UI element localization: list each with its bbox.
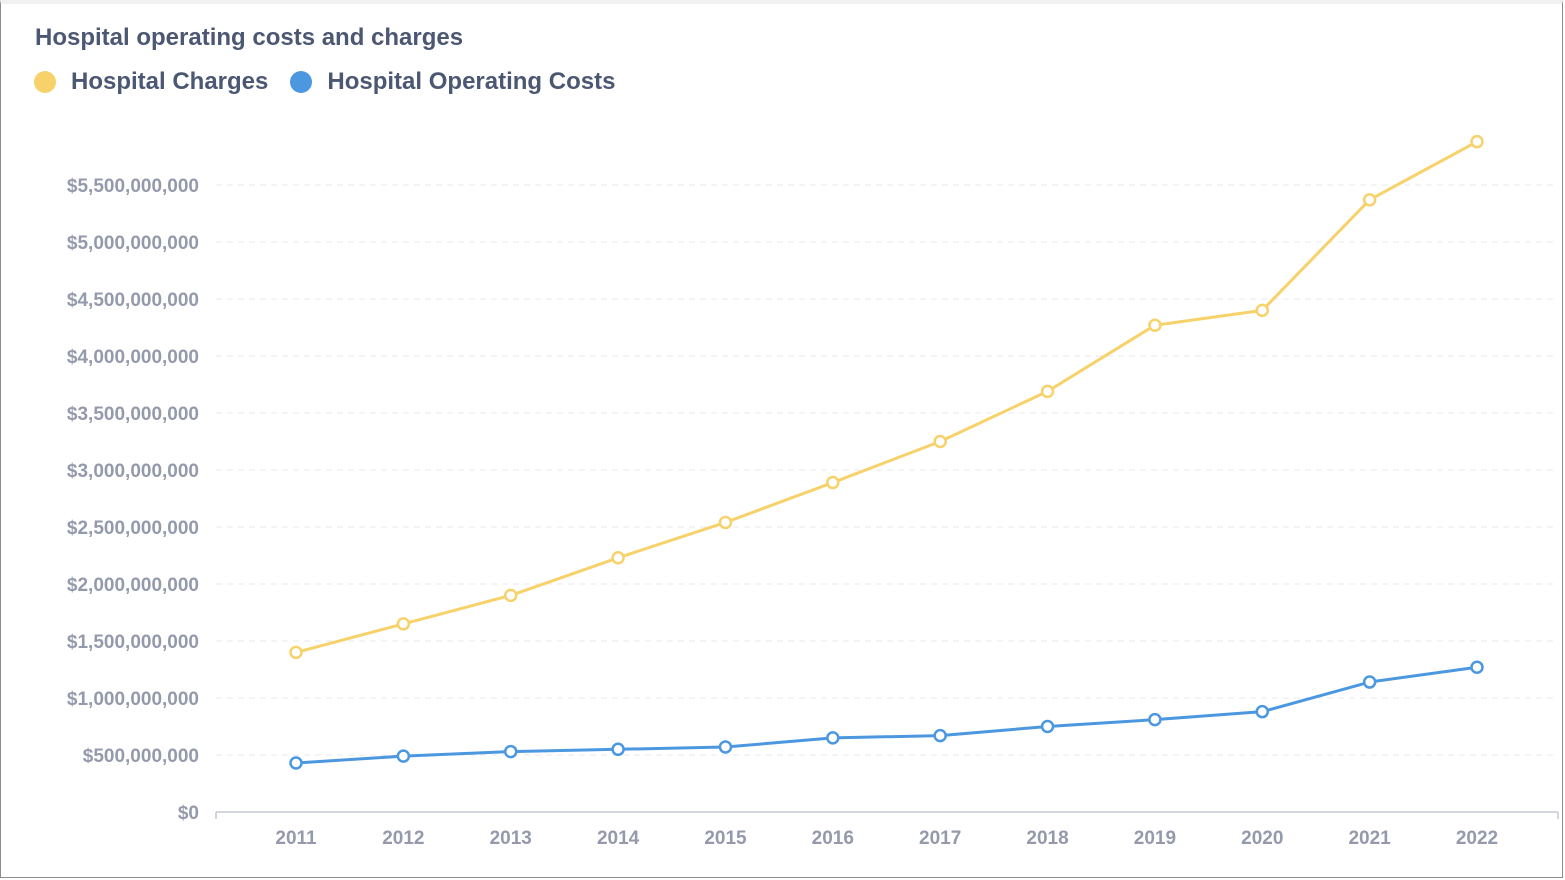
- data-point-hospital-charges: [827, 477, 838, 488]
- x-tick-label: 2015: [704, 828, 747, 849]
- data-point-hospital-operating-costs: [398, 751, 409, 762]
- data-point-hospital-charges: [935, 436, 946, 447]
- x-tick-label: 2020: [1241, 828, 1283, 849]
- data-point-hospital-operating-costs: [1042, 721, 1053, 732]
- data-point-hospital-charges: [720, 517, 731, 528]
- y-tick-label: $3,500,000,000: [67, 404, 199, 425]
- y-tick-label: $4,000,000,000: [67, 347, 199, 368]
- y-tick-label: $1,000,000,000: [67, 689, 199, 710]
- data-point-hospital-charges: [1257, 305, 1268, 316]
- data-point-hospital-charges: [291, 647, 302, 658]
- x-tick-label: 2018: [1026, 828, 1068, 849]
- data-point-hospital-operating-costs: [827, 732, 838, 743]
- y-tick-label: $2,500,000,000: [67, 518, 199, 539]
- x-tick-label: 2017: [919, 828, 961, 849]
- data-point-hospital-charges: [1042, 386, 1053, 397]
- series-line-hospital-operating-costs: [296, 667, 1477, 763]
- data-point-hospital-operating-costs: [1149, 714, 1160, 725]
- y-tick-label: $2,000,000,000: [67, 575, 199, 596]
- data-point-hospital-operating-costs: [1364, 677, 1375, 688]
- data-point-hospital-charges: [1364, 194, 1375, 205]
- series-line-hospital-charges: [296, 142, 1477, 653]
- y-tick-label: $1,500,000,000: [67, 632, 199, 653]
- y-tick-label: $4,500,000,000: [67, 290, 199, 311]
- y-tick-label: $0: [178, 803, 199, 824]
- x-tick-label: 2013: [490, 828, 532, 849]
- x-tick-label: 2012: [382, 828, 424, 849]
- y-tick-label: $5,000,000,000: [67, 233, 199, 254]
- x-tick-label: 2011: [275, 828, 317, 849]
- data-point-hospital-charges: [505, 590, 516, 601]
- data-point-hospital-operating-costs: [1472, 662, 1483, 673]
- data-point-hospital-operating-costs: [505, 746, 516, 757]
- x-tick-label: 2021: [1348, 828, 1391, 849]
- y-tick-label: $500,000,000: [83, 746, 199, 767]
- x-tick-label: 2016: [812, 828, 854, 849]
- data-point-hospital-charges: [613, 552, 624, 563]
- data-point-hospital-charges: [398, 618, 409, 629]
- x-tick-label: 2022: [1456, 828, 1498, 849]
- data-point-hospital-operating-costs: [291, 757, 302, 768]
- y-tick-label: $3,000,000,000: [67, 461, 199, 482]
- data-point-hospital-operating-costs: [935, 730, 946, 741]
- data-point-hospital-operating-costs: [613, 744, 624, 755]
- x-tick-label: 2019: [1134, 828, 1176, 849]
- data-point-hospital-operating-costs: [720, 742, 731, 753]
- data-point-hospital-operating-costs: [1257, 706, 1268, 717]
- data-point-hospital-charges: [1472, 136, 1483, 147]
- x-tick-label: 2014: [597, 828, 640, 849]
- data-point-hospital-charges: [1149, 320, 1160, 331]
- y-tick-label: $5,500,000,000: [67, 176, 199, 197]
